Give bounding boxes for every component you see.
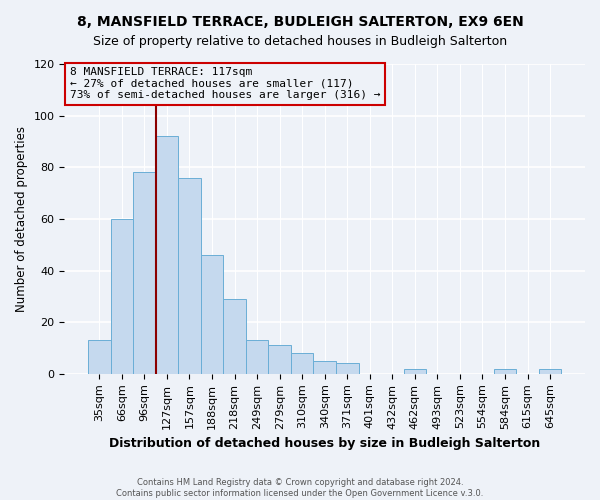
Bar (291, 353, 313, 374)
Bar (155, 136, 178, 374)
Bar (88, 340, 110, 374)
Bar (201, 255, 223, 374)
Bar (133, 172, 155, 374)
Bar (223, 299, 246, 374)
Bar (246, 340, 268, 374)
Bar (539, 368, 562, 374)
Text: 8 MANSFIELD TERRACE: 117sqm
← 27% of detached houses are smaller (117)
73% of se: 8 MANSFIELD TERRACE: 117sqm ← 27% of det… (70, 67, 380, 100)
X-axis label: Distribution of detached houses by size in Budleigh Salterton: Distribution of detached houses by size … (109, 437, 541, 450)
Bar (268, 346, 291, 374)
Bar (494, 368, 516, 374)
Bar (110, 219, 133, 374)
Text: Size of property relative to detached houses in Budleigh Salterton: Size of property relative to detached ho… (93, 35, 507, 48)
Bar (404, 368, 426, 374)
Bar (313, 361, 336, 374)
Text: Contains HM Land Registry data © Crown copyright and database right 2024.
Contai: Contains HM Land Registry data © Crown c… (116, 478, 484, 498)
Bar (178, 178, 201, 374)
Y-axis label: Number of detached properties: Number of detached properties (15, 126, 28, 312)
Bar (336, 364, 359, 374)
Text: 8, MANSFIELD TERRACE, BUDLEIGH SALTERTON, EX9 6EN: 8, MANSFIELD TERRACE, BUDLEIGH SALTERTON… (77, 15, 523, 29)
